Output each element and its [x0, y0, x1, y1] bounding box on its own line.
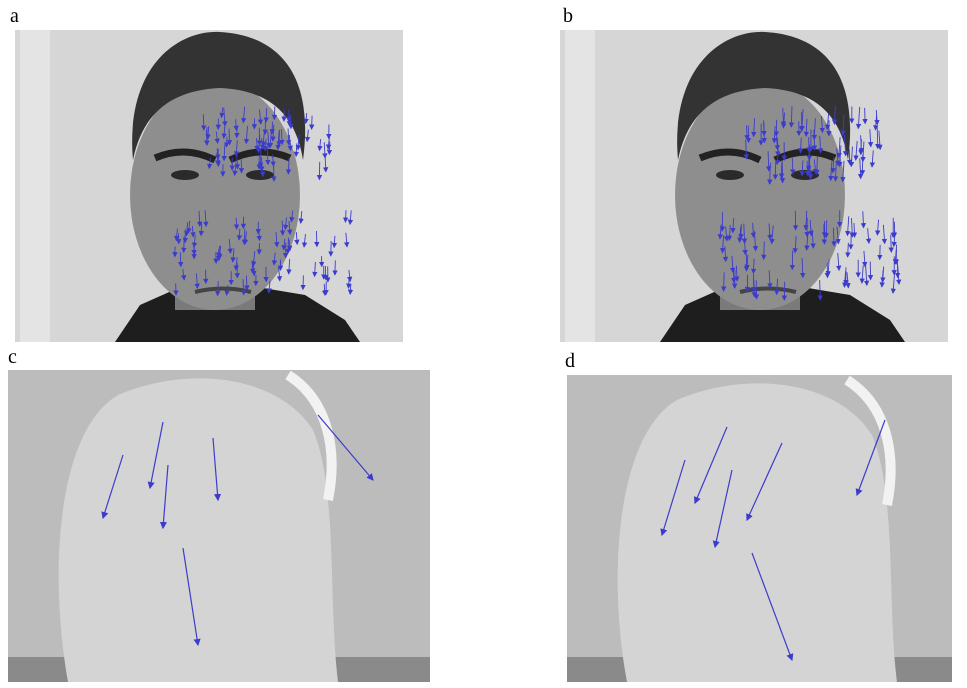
- eye: [791, 170, 819, 180]
- wall-strip: [20, 30, 50, 342]
- wall-strip: [565, 30, 595, 342]
- flow-arrow: [747, 125, 748, 139]
- figure: a b c d: [0, 0, 967, 688]
- panel-label: b: [563, 5, 573, 27]
- fabric: [59, 378, 338, 682]
- flow-arrow: [236, 218, 237, 229]
- flow-arrow: [764, 120, 765, 135]
- panel-label: a: [10, 5, 19, 27]
- flow-arrow: [244, 229, 245, 245]
- flow-arrow: [849, 149, 850, 164]
- flow-arrow: [180, 252, 181, 266]
- flow-arrow: [345, 210, 346, 222]
- flow-arrow: [282, 221, 283, 235]
- flow-arrow: [724, 272, 725, 291]
- flow-arrow: [274, 106, 275, 119]
- flow-arrow: [257, 138, 258, 150]
- flow-arrow: [289, 114, 290, 125]
- flow-arrow: [891, 235, 892, 252]
- flow-arrow: [203, 114, 204, 130]
- page: a b c d (() => { const data = JSON.parse…: [0, 0, 967, 688]
- eye: [246, 170, 274, 180]
- flow-arrow: [764, 241, 765, 259]
- eye: [716, 170, 744, 180]
- fabric-photo: [567, 375, 952, 682]
- flow-arrow: [741, 224, 742, 238]
- eye: [171, 170, 199, 180]
- face-photo: [560, 30, 948, 342]
- fabric-photo: [8, 370, 430, 682]
- flow-arrow: [226, 137, 227, 147]
- panel-label: d: [565, 350, 575, 372]
- panel-label: c: [8, 346, 17, 368]
- flow-arrow: [237, 126, 238, 137]
- flow-arrow: [865, 108, 866, 124]
- face-photo: [15, 30, 403, 342]
- flow-arrow: [754, 280, 755, 297]
- flow-arrow: [288, 238, 289, 254]
- head: [675, 80, 845, 310]
- flow-arrow: [325, 266, 326, 280]
- fabric: [618, 383, 897, 682]
- flow-arrow: [229, 129, 230, 145]
